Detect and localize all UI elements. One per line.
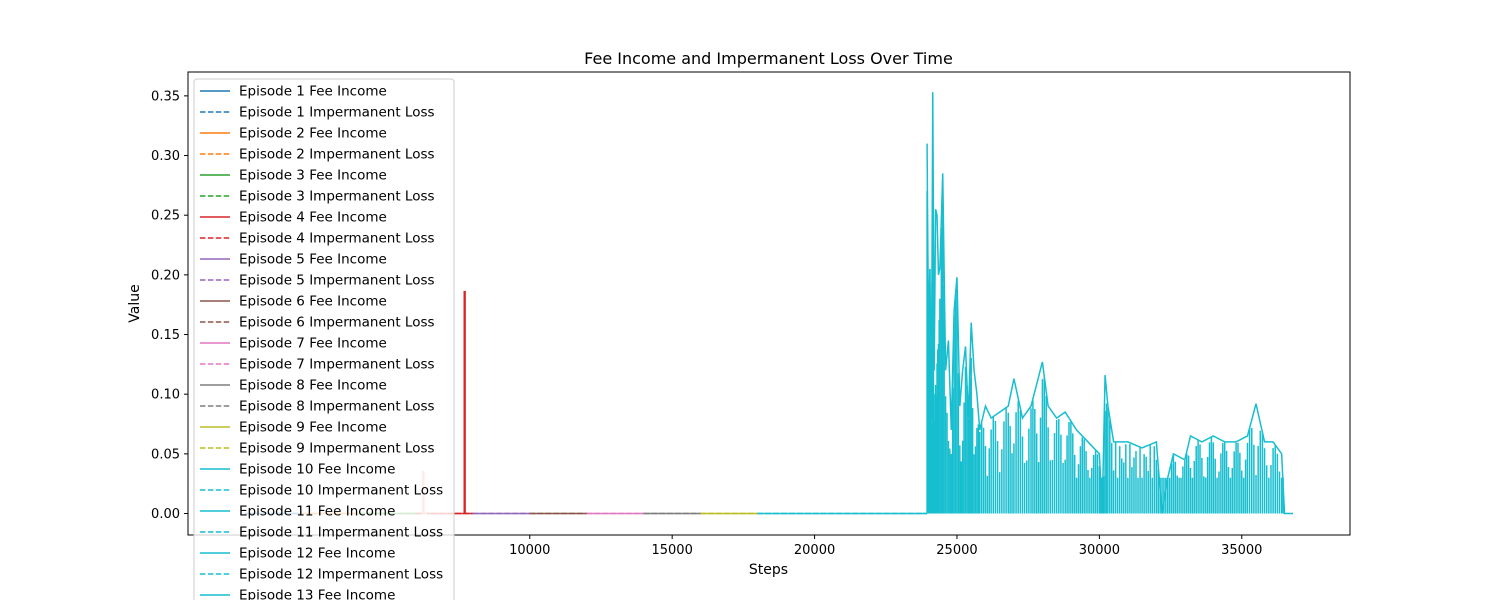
y-tick-label: 0.10 — [151, 388, 180, 403]
y-tick-label: 0.05 — [151, 447, 180, 462]
x-tick-label: 30000 — [1079, 543, 1120, 558]
legend-label: Episode 11 Fee Income — [239, 504, 395, 520]
legend-label: Episode 1 Fee Income — [239, 84, 387, 100]
legend-label: Episode 6 Impermanent Loss — [239, 315, 435, 331]
legend-label: Episode 9 Impermanent Loss — [239, 441, 435, 457]
legend-label: Episode 2 Impermanent Loss — [239, 147, 435, 163]
legend-label: Episode 5 Fee Income — [239, 252, 387, 268]
legend-label: Episode 4 Fee Income — [239, 210, 387, 226]
x-tick-label: 25000 — [936, 543, 977, 558]
legend-label: Episode 6 Fee Income — [239, 294, 387, 310]
x-axis-label: Steps — [749, 562, 788, 578]
y-tick-label: 0.15 — [151, 328, 180, 343]
legend-label: Episode 8 Impermanent Loss — [239, 399, 435, 415]
chart-legend: Episode 1 Fee Income Episode 1 Impermanen… — [193, 78, 455, 600]
chart-title: Fee Income and Impermanent Loss Over Tim… — [584, 49, 953, 68]
legend-label: Episode 1 Impermanent Loss — [239, 105, 435, 121]
x-tick-label: 15000 — [651, 543, 692, 558]
legend-label: Episode 10 Impermanent Loss — [239, 483, 443, 499]
plot-area — [244, 92, 1294, 515]
plot-frame — [187, 71, 1351, 536]
legend-label: Episode 8 Fee Income — [239, 378, 387, 394]
legend-label: Episode 12 Impermanent Loss — [239, 567, 443, 583]
legend-label: Episode 2 Fee Income — [239, 126, 387, 142]
y-tick-label: 0.35 — [151, 89, 180, 104]
y-tick-label: 0.20 — [151, 268, 180, 283]
legend-label: Episode 10 Fee Income — [239, 462, 395, 478]
legend-label: Episode 7 Impermanent Loss — [239, 357, 435, 373]
y-tick-label: 0.00 — [151, 507, 180, 522]
y-axis-label: Value — [127, 284, 143, 322]
legend-label: Episode 3 Fee Income — [239, 168, 387, 184]
legend-label: Episode 13 Fee Income — [239, 588, 395, 600]
legend-label: Episode 11 Impermanent Loss — [239, 525, 443, 541]
x-tick-label: 10000 — [509, 543, 550, 558]
legend-label: Episode 3 Impermanent Loss — [239, 189, 435, 205]
y-tick-label: 0.25 — [151, 209, 180, 224]
x-axis: 10000 15000 20000 25000 30000 35000 — [509, 535, 1262, 558]
legend-label: Episode 5 Impermanent Loss — [239, 273, 435, 289]
legend-label: Episode 9 Fee Income — [239, 420, 387, 436]
legend-box — [193, 78, 455, 600]
y-tick-label: 0.30 — [151, 149, 180, 164]
legend-label: Episode 7 Fee Income — [239, 336, 387, 352]
legend-label: Episode 4 Impermanent Loss — [239, 231, 435, 247]
y-axis: 0.00 0.05 0.10 0.15 0.20 0.25 0.30 0.35 — [151, 89, 188, 522]
series-dense-fill — [926, 167, 1284, 514]
x-tick-label: 20000 — [794, 543, 835, 558]
x-tick-label: 35000 — [1221, 543, 1262, 558]
series-line-25 — [926, 92, 1294, 515]
legend-label: Episode 12 Fee Income — [239, 546, 395, 562]
